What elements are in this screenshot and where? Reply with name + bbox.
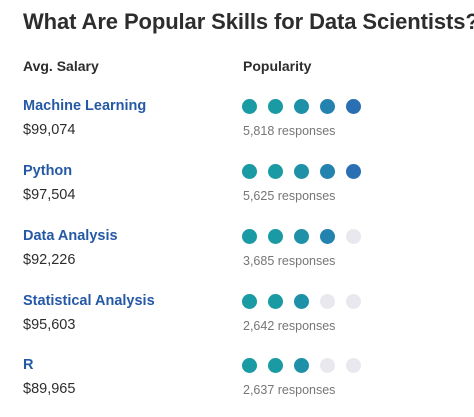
popularity-dot-filled: [268, 229, 283, 244]
skill-row: Statistical Analysis $95,603 2,642 respo…: [0, 293, 474, 353]
popularity-dot-filled: [242, 229, 257, 244]
skill-name-link[interactable]: Statistical Analysis: [23, 293, 155, 309]
response-count: 2,642 responses: [243, 319, 336, 333]
popularity-dot-filled: [320, 229, 335, 244]
popularity-rating: [242, 99, 361, 114]
popularity-dot-empty: [346, 229, 361, 244]
popularity-dot-filled: [294, 99, 309, 114]
response-count: 5,818 responses: [243, 124, 336, 138]
popularity-dot-filled: [242, 164, 257, 179]
popularity-dot-filled: [242, 99, 257, 114]
skill-name-link[interactable]: Data Analysis: [23, 228, 118, 244]
skill-salary: $99,074: [23, 122, 76, 138]
popularity-dot-filled: [268, 164, 283, 179]
popularity-dot-filled: [242, 294, 257, 309]
popularity-rating: [242, 229, 361, 244]
response-count: 5,625 responses: [243, 189, 336, 203]
popularity-rating: [242, 164, 361, 179]
popularity-dot-filled: [320, 99, 335, 114]
popularity-dot-empty: [320, 358, 335, 373]
popularity-dot-filled: [294, 164, 309, 179]
popularity-dot-filled: [294, 229, 309, 244]
popularity-rating: [242, 358, 361, 373]
popularity-dot-empty: [320, 294, 335, 309]
popularity-dot-filled: [294, 294, 309, 309]
skill-name-link[interactable]: Machine Learning: [23, 98, 147, 114]
popularity-dot-filled: [346, 164, 361, 179]
popularity-dot-filled: [268, 294, 283, 309]
response-count: 3,685 responses: [243, 254, 336, 268]
popularity-dot-filled: [346, 99, 361, 114]
popularity-dot-filled: [242, 358, 257, 373]
skill-name-link[interactable]: Python: [23, 163, 73, 179]
popularity-dot-empty: [346, 358, 361, 373]
popularity-dot-filled: [268, 358, 283, 373]
skill-row: R $89,965 2,637 responses: [0, 357, 474, 417]
popularity-dot-filled: [320, 164, 335, 179]
skill-name-link[interactable]: R: [23, 357, 34, 373]
skill-row: Machine Learning $99,074 5,818 responses: [0, 98, 474, 158]
salary-column-header: Avg. Salary: [23, 58, 99, 74]
skill-salary: $92,226: [23, 252, 76, 268]
popularity-dot-filled: [294, 358, 309, 373]
response-count: 2,637 responses: [243, 383, 336, 397]
popularity-dot-filled: [268, 99, 283, 114]
skill-salary: $97,504: [23, 187, 76, 203]
popularity-rating: [242, 294, 361, 309]
skill-row: Python $97,504 5,625 responses: [0, 163, 474, 223]
popularity-column-header: Popularity: [243, 58, 312, 74]
skill-row: Data Analysis $92,226 3,685 responses: [0, 228, 474, 288]
page-title: What Are Popular Skills for Data Scienti…: [23, 9, 474, 34]
popularity-dot-empty: [346, 294, 361, 309]
skill-salary: $89,965: [23, 381, 76, 397]
skill-salary: $95,603: [23, 317, 76, 333]
